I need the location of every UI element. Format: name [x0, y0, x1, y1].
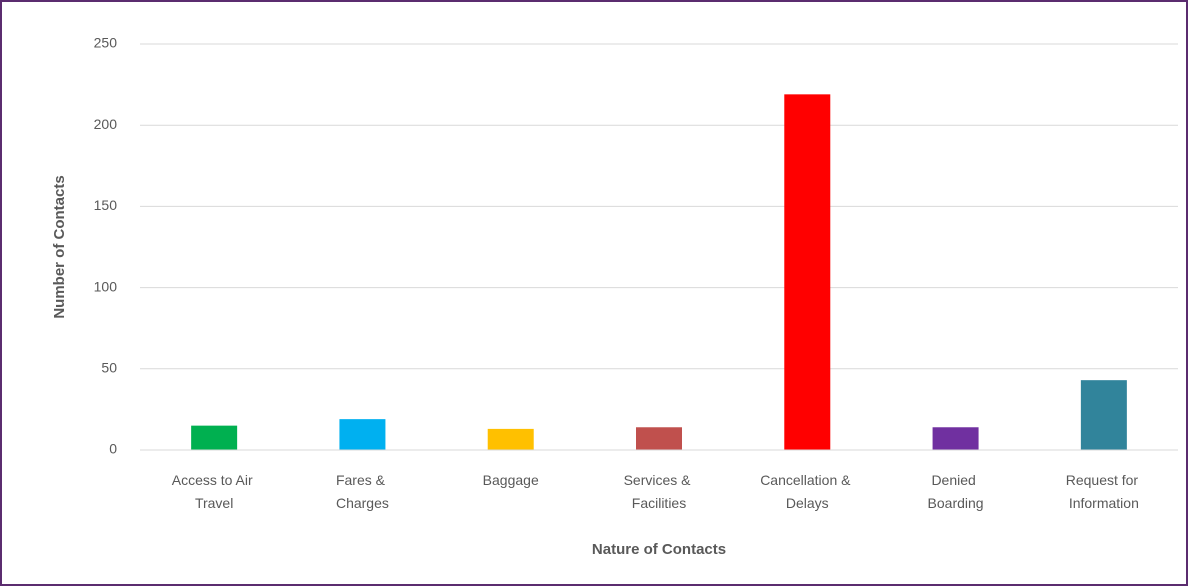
x-axis-title: Nature of Contacts: [592, 541, 726, 558]
x-tick-label: Request for Information: [1066, 472, 1142, 511]
y-tick-label: 150: [94, 197, 118, 213]
y-tick-label: 50: [101, 360, 117, 376]
bar: [191, 425, 238, 450]
x-tick-label: Denied Boarding: [928, 472, 984, 511]
x-tick-label: Fares & Charges: [336, 472, 389, 511]
bar: [932, 427, 979, 450]
bar: [339, 419, 386, 450]
x-tick-label: Baggage: [483, 472, 539, 488]
x-tick-label: Cancellation & Delays: [760, 472, 854, 511]
bar: [784, 94, 831, 451]
bar: [1080, 380, 1127, 450]
y-tick-label: 200: [94, 116, 118, 132]
x-tick-label: Services & Facilities: [624, 472, 695, 511]
x-tick-label: Access to Air Travel: [172, 472, 257, 511]
bar: [487, 428, 534, 450]
y-tick-label: 0: [109, 441, 117, 457]
y-tick-label: 100: [94, 278, 118, 294]
y-tick-label: 250: [94, 35, 118, 51]
bar: [636, 427, 682, 450]
y-axis-title: Number of Contacts: [51, 175, 68, 318]
